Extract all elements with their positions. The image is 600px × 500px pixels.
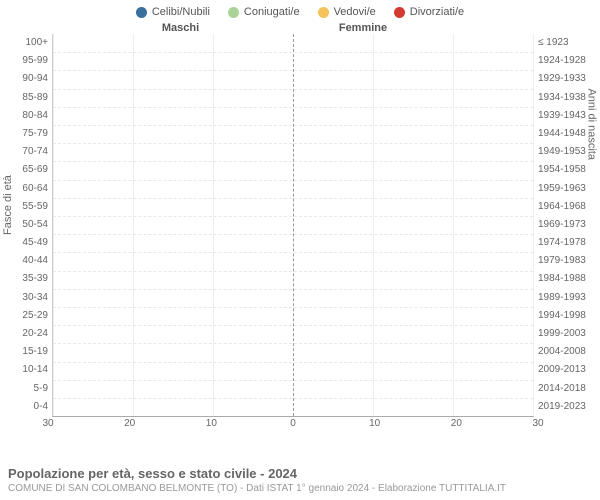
birth-label: ≤ 1923: [538, 34, 569, 52]
header-female: Femmine: [258, 22, 468, 34]
bar-row: [53, 161, 533, 179]
bar-row: [53, 89, 533, 107]
legend-swatch: [228, 7, 239, 18]
legend-label: Vedovi/e: [334, 6, 376, 18]
age-label: 65-69: [22, 161, 48, 179]
birth-label: 2004-2008: [538, 343, 586, 361]
x-tick: 10: [206, 418, 217, 429]
age-label: 85-89: [22, 89, 48, 107]
bar-row: [53, 70, 533, 88]
x-tick: 20: [124, 418, 135, 429]
x-axis: 3020100102030: [48, 417, 538, 431]
footer: Popolazione per età, sesso e stato civil…: [8, 466, 506, 494]
bar-row: [53, 125, 533, 143]
bar-row: [53, 107, 533, 125]
age-label: 35-39: [22, 270, 48, 288]
birth-label: 1979-1983: [538, 252, 586, 270]
bar-row: [53, 180, 533, 198]
bar-row: [53, 34, 533, 52]
birth-label: 2019-2023: [538, 398, 586, 416]
birth-label: 1934-1938: [538, 89, 586, 107]
birth-label: 1969-1973: [538, 216, 586, 234]
gender-headers: Maschi Femmine: [0, 22, 600, 34]
birth-label: 2009-2013: [538, 361, 586, 379]
bar-row: [53, 198, 533, 216]
legend: Celibi/Nubili Coniugati/e Vedovi/e Divorzia…: [0, 0, 600, 22]
age-label: 30-34: [22, 289, 48, 307]
age-label: 60-64: [22, 180, 48, 198]
age-label: 95-99: [22, 52, 48, 70]
legend-swatch: [318, 7, 329, 18]
bar-row: [53, 289, 533, 307]
bar-row: [53, 234, 533, 252]
legend-item: Celibi/Nubili: [136, 6, 210, 18]
age-label: 75-79: [22, 125, 48, 143]
age-label: 0-4: [34, 398, 48, 416]
birth-label: 1974-1978: [538, 234, 586, 252]
x-tick: 30: [532, 418, 543, 429]
legend-swatch: [136, 7, 147, 18]
age-label: 100+: [25, 34, 48, 52]
birth-label: 1929-1933: [538, 70, 586, 88]
birth-label: 1964-1968: [538, 198, 586, 216]
bar-row: [53, 52, 533, 70]
bar-row: [53, 270, 533, 288]
bar-row: [53, 325, 533, 343]
legend-swatch: [394, 7, 405, 18]
age-label: 90-94: [22, 70, 48, 88]
x-tick: 0: [290, 418, 296, 429]
birth-label: 2014-2018: [538, 380, 586, 398]
age-label: 70-74: [22, 143, 48, 161]
birth-label: 1984-1988: [538, 270, 586, 288]
birth-label: 1949-1953: [538, 143, 586, 161]
birth-label: 1924-1928: [538, 52, 586, 70]
x-tick: 10: [369, 418, 380, 429]
birth-label: 1954-1958: [538, 161, 586, 179]
legend-item: Divorziati/e: [394, 6, 464, 18]
birth-label: 1989-1993: [538, 289, 586, 307]
bar-row: [53, 343, 533, 361]
legend-label: Coniugati/e: [244, 6, 300, 18]
axis-title-birth: Anni di nascita: [586, 88, 598, 160]
birth-label: 1999-2003: [538, 325, 586, 343]
pyramid-chart: 100+95-9990-9485-8980-8475-7970-7465-696…: [0, 34, 600, 417]
bar-row: [53, 361, 533, 379]
age-label: 50-54: [22, 216, 48, 234]
age-label: 55-59: [22, 198, 48, 216]
header-male: Maschi: [48, 22, 258, 34]
age-label: 15-19: [22, 343, 48, 361]
age-label: 20-24: [22, 325, 48, 343]
age-label: 5-9: [34, 380, 48, 398]
bar-rows: [53, 34, 533, 416]
bar-row: [53, 143, 533, 161]
bar-row: [53, 216, 533, 234]
age-label: 40-44: [22, 252, 48, 270]
bar-row: [53, 307, 533, 325]
birth-label: 1939-1943: [538, 107, 586, 125]
chart-title: Popolazione per età, sesso e stato civil…: [8, 466, 506, 481]
age-label: 45-49: [22, 234, 48, 252]
birth-label: 1944-1948: [538, 125, 586, 143]
age-label: 25-29: [22, 307, 48, 325]
age-label: 10-14: [22, 361, 48, 379]
birth-label: 1994-1998: [538, 307, 586, 325]
legend-item: Coniugati/e: [228, 6, 300, 18]
birth-label: 1959-1963: [538, 180, 586, 198]
legend-label: Celibi/Nubili: [152, 6, 210, 18]
bar-row: [53, 398, 533, 416]
bar-row: [53, 252, 533, 270]
legend-label: Divorziati/e: [410, 6, 464, 18]
chart-subtitle: COMUNE DI SAN COLOMBANO BELMONTE (TO) - …: [8, 483, 506, 494]
bar-row: [53, 380, 533, 398]
plot-area: [52, 34, 534, 417]
x-tick: 30: [42, 418, 53, 429]
age-label: 80-84: [22, 107, 48, 125]
legend-item: Vedovi/e: [318, 6, 376, 18]
axis-title-age: Fasce di età: [2, 175, 14, 235]
x-tick: 20: [451, 418, 462, 429]
